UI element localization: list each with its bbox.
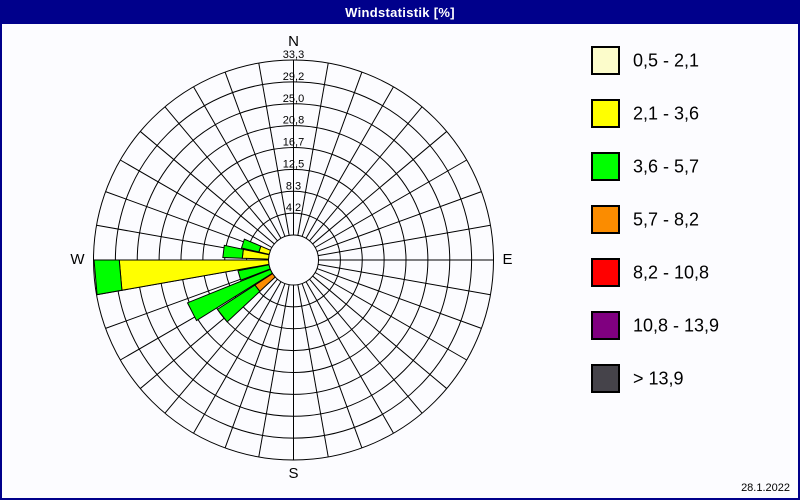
svg-text:E: E bbox=[502, 251, 512, 268]
svg-text:3,6 - 5,7: 3,6 - 5,7 bbox=[633, 157, 699, 177]
svg-text:5,7 - 8,2: 5,7 - 8,2 bbox=[633, 210, 699, 230]
svg-text:25,0: 25,0 bbox=[283, 93, 304, 105]
svg-text:8,3: 8,3 bbox=[286, 180, 301, 192]
svg-text:33,3: 33,3 bbox=[283, 49, 304, 61]
svg-text:2,1 - 3,6: 2,1 - 3,6 bbox=[633, 104, 699, 124]
svg-text:8,2 - 10,8: 8,2 - 10,8 bbox=[633, 263, 709, 283]
svg-text:29,2: 29,2 bbox=[283, 71, 304, 83]
svg-text:12,5: 12,5 bbox=[283, 158, 304, 170]
svg-text:10,8 - 13,9: 10,8 - 13,9 bbox=[633, 316, 719, 336]
svg-text:W: W bbox=[70, 251, 85, 268]
svg-text:20,8: 20,8 bbox=[283, 115, 304, 127]
svg-text:> 13,9: > 13,9 bbox=[633, 369, 684, 389]
svg-text:S: S bbox=[288, 465, 298, 482]
svg-text:16,7: 16,7 bbox=[283, 137, 304, 149]
svg-text:4,2: 4,2 bbox=[286, 202, 301, 214]
svg-text:0,5 - 2,1: 0,5 - 2,1 bbox=[633, 51, 699, 71]
svg-text:N: N bbox=[288, 33, 299, 50]
